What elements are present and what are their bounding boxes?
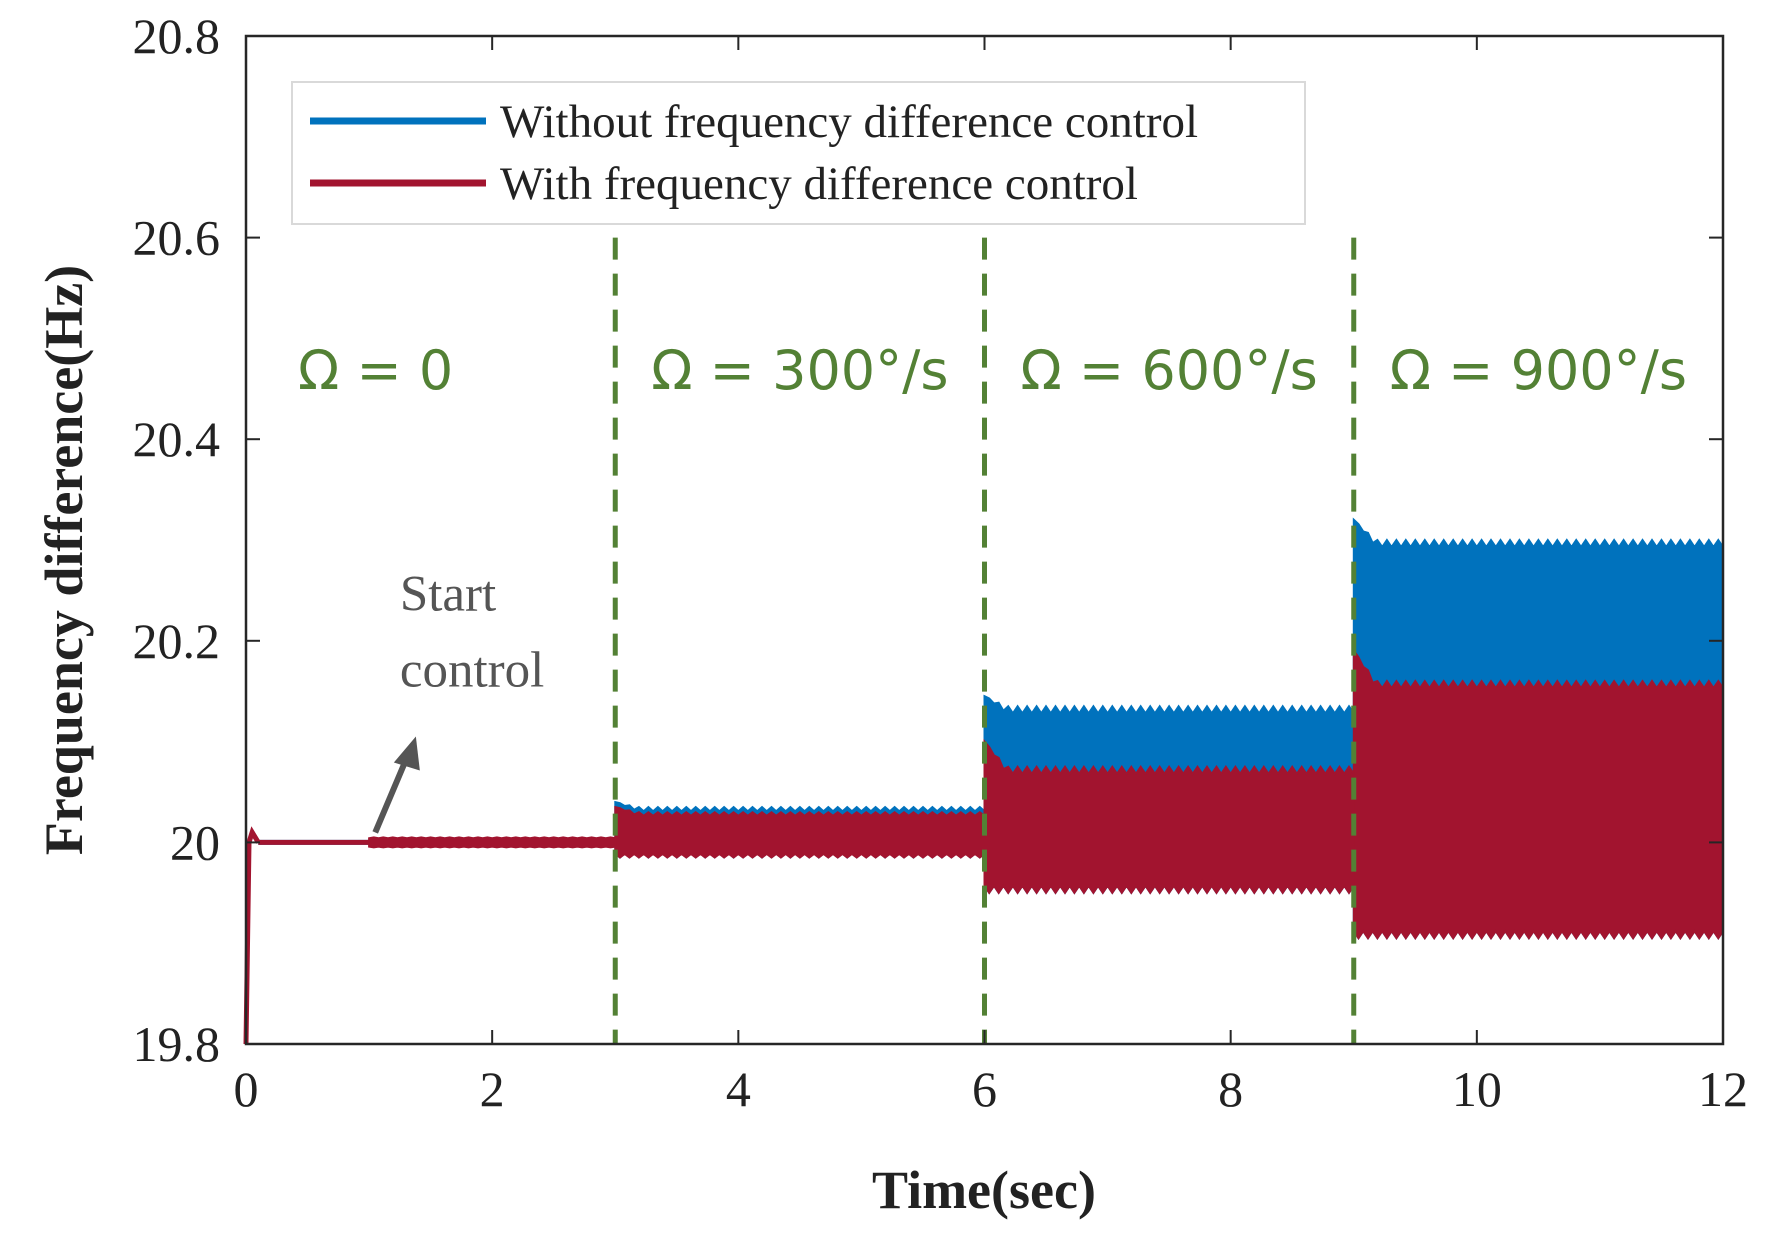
series-layer [243,517,1724,1045]
oscillation-band-1 [368,836,617,849]
y-tick-label: 20 [170,814,220,870]
x-tick-label: 8 [1218,1061,1243,1117]
y-tick-label: 19.8 [133,1016,221,1072]
x-tick-label: 6 [972,1061,997,1117]
region-label-layer: Ω = 0 Ω = 300°/s Ω = 600°/s Ω = 900°/s [298,339,1687,402]
y-axis-label: Frequency difference(Hz) [34,265,94,855]
annotation-layer: Start control [372,567,544,834]
y-tick-label: 20.8 [133,8,221,64]
y-tick-label: 20.6 [133,210,221,266]
region-label-3: Ω = 900°/s [1390,339,1687,402]
y-tick-label: 20.4 [133,411,221,467]
oscillation-band-2 [614,805,986,859]
annotation-arrow-head [393,736,420,771]
axes-layer: 0 2 4 6 8 10 12 19.8 20 20.2 20.4 20.6 20.8 [133,8,1749,1117]
legend: Without frequency difference control With… [291,81,1306,225]
region-label-1: Ω = 300°/s [651,339,948,402]
x-tick-label: 4 [726,1061,751,1117]
legend-label-0: Without frequency difference control [500,96,1198,148]
legend-box [291,81,1306,225]
region-label-0: Ω = 0 [298,339,453,402]
annotation-text-1: control [400,643,544,699]
vline-layer [612,237,1357,1044]
x-tick-label: 2 [480,1061,505,1117]
startup-transient [243,826,261,1045]
x-tick-label: 10 [1452,1061,1502,1117]
series-with-control [243,647,1724,1045]
x-tick-label: 0 [234,1061,259,1117]
y-tick-label: 20.2 [133,613,221,669]
x-tick-label: 12 [1698,1061,1748,1117]
region-label-2: Ω = 600°/s [1021,339,1318,402]
x-axis-label: Time(sec) [872,1160,1096,1220]
legend-label-1: With frequency difference control [500,158,1138,210]
oscillation-band-4 [1352,647,1724,940]
annotation-text-0: Start [400,567,496,623]
